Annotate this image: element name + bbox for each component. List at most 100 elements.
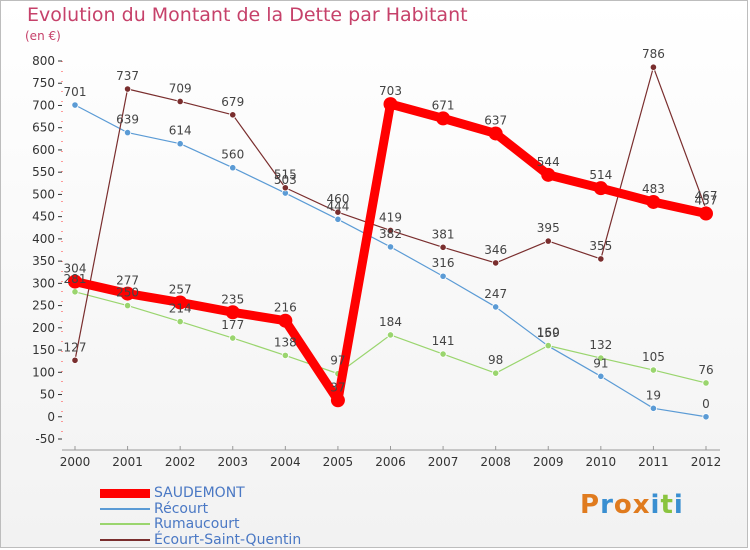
data-label: 132 xyxy=(589,338,612,352)
data-label: 37 xyxy=(330,380,345,394)
x-tick-label: 2006 xyxy=(375,455,406,469)
y-tick-label: 500 xyxy=(32,187,55,201)
x-tick-label: 2008 xyxy=(480,455,511,469)
data-point xyxy=(439,272,447,280)
data-point xyxy=(123,85,132,93)
data-label: 281 xyxy=(64,272,87,286)
y-tick-label: 300 xyxy=(32,276,55,290)
data-label: 637 xyxy=(484,113,507,127)
data-label: 679 xyxy=(221,95,244,109)
data-point xyxy=(229,334,237,342)
data-label: 257 xyxy=(169,282,192,296)
data-label: 515 xyxy=(274,168,297,182)
data-point xyxy=(649,63,658,71)
data-point xyxy=(383,97,398,112)
series-line xyxy=(74,104,707,418)
legend-swatch xyxy=(100,523,150,525)
data-point xyxy=(597,354,605,362)
data-point xyxy=(597,372,605,380)
logo-letter: x xyxy=(632,490,651,520)
data-label: 701 xyxy=(64,85,87,99)
data-label: 460 xyxy=(326,192,349,206)
data-point xyxy=(281,351,289,359)
data-point xyxy=(702,413,710,421)
x-tick-label: 2003 xyxy=(217,455,248,469)
data-point xyxy=(439,350,447,358)
data-label: 214 xyxy=(169,302,192,316)
data-point xyxy=(386,243,395,251)
chart-title: Evolution du Montant de la Dette par Hab… xyxy=(27,4,468,26)
x-tick-label: 2011 xyxy=(638,455,669,469)
logo-letter: i xyxy=(673,490,684,520)
legend-label: Rumaucourt xyxy=(154,516,240,532)
data-label: 614 xyxy=(169,124,192,138)
data-label: 247 xyxy=(484,287,507,301)
y-tick-label: -50 xyxy=(35,432,55,446)
x-tick-label: 2009 xyxy=(533,455,564,469)
data-point xyxy=(386,331,395,339)
data-label: 76 xyxy=(698,363,713,377)
legend-item: Rumaucourt xyxy=(100,517,239,531)
y-tick-label: 700 xyxy=(32,98,55,112)
logo-letter: o xyxy=(613,490,633,520)
y-tick-label: 450 xyxy=(32,210,55,224)
data-point xyxy=(386,226,395,235)
data-label: 316 xyxy=(432,256,455,270)
data-label: 177 xyxy=(221,318,244,332)
data-label: 91 xyxy=(593,356,608,370)
logo-letter: P xyxy=(580,490,601,520)
data-label: 671 xyxy=(432,98,455,112)
data-label: 560 xyxy=(221,148,244,162)
legend-swatch xyxy=(100,508,150,510)
data-point xyxy=(439,243,447,251)
y-tick-label: 550 xyxy=(32,165,55,179)
data-point xyxy=(699,206,713,221)
data-label: 216 xyxy=(274,301,297,315)
data-point xyxy=(649,404,658,412)
data-point xyxy=(593,181,608,196)
y-tick-label: 750 xyxy=(32,76,55,90)
data-point xyxy=(541,167,556,182)
data-point xyxy=(229,111,237,119)
legend-label: SAUDEMONT xyxy=(154,485,245,501)
data-point xyxy=(71,288,79,296)
data-point xyxy=(278,313,293,328)
x-tick-label: 2005 xyxy=(323,455,354,469)
data-label: 105 xyxy=(642,350,665,364)
y-tick-label: 150 xyxy=(32,343,55,357)
y-tick-label: 650 xyxy=(32,121,55,135)
data-point xyxy=(176,317,184,326)
data-label: 235 xyxy=(221,292,244,306)
data-point xyxy=(646,194,661,209)
data-point xyxy=(71,356,79,364)
data-label: 709 xyxy=(169,81,192,95)
data-label: 98 xyxy=(488,353,503,367)
legend-item: Écourt-Saint-Quentin xyxy=(100,533,301,547)
y-tick-label: 250 xyxy=(32,299,55,313)
data-label: 184 xyxy=(379,315,402,329)
y-tick-label: 200 xyxy=(32,321,55,335)
data-label: 737 xyxy=(116,69,139,83)
data-label: 381 xyxy=(432,227,455,241)
data-point xyxy=(176,97,184,106)
data-point xyxy=(544,342,552,350)
data-label: 457 xyxy=(695,194,718,208)
data-point xyxy=(68,274,82,289)
data-label: 304 xyxy=(64,262,87,276)
data-label: 355 xyxy=(589,239,612,253)
data-point xyxy=(702,379,710,387)
data-label: 138 xyxy=(274,335,297,349)
data-label: 277 xyxy=(116,274,139,288)
data-point xyxy=(229,164,237,172)
data-label: 250 xyxy=(116,286,139,300)
data-label: 514 xyxy=(589,168,612,182)
data-label: 786 xyxy=(642,47,665,61)
y-tick-label: 600 xyxy=(32,143,55,157)
y-tick-label: 400 xyxy=(32,232,55,246)
logo-letter: i xyxy=(650,490,661,520)
data-point xyxy=(123,301,132,310)
data-point xyxy=(123,128,132,137)
x-tick-label: 2002 xyxy=(165,455,196,469)
